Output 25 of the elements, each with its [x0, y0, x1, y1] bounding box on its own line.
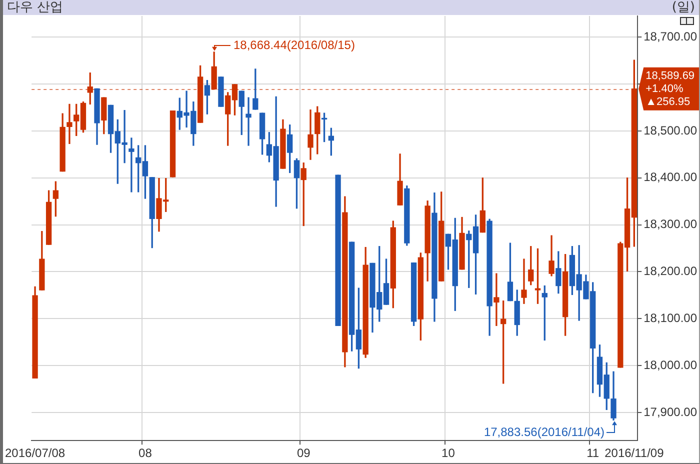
- x-tick-label: 10: [442, 446, 456, 460]
- y-tick-label: 17,900.00: [644, 404, 698, 419]
- candlestick: [246, 97, 252, 146]
- annotation: 18,668.44(2016/08/15): [234, 38, 355, 52]
- x-tick-label: 09: [296, 446, 311, 460]
- ref-line-label: 18,589.69 +1.40% ▲256.95: [646, 70, 695, 108]
- text: (일): [672, 0, 695, 15]
- x-tick-label: 2016/07/08: [5, 446, 66, 460]
- candlestick: [308, 110, 314, 160]
- y-tick-label: 18,400.00: [644, 170, 698, 184]
- y-tick-label: 18,500.00: [644, 123, 698, 138]
- y-tick-label: 18,200.00: [644, 264, 698, 278]
- y-tick-label: 18,700.00: [644, 29, 698, 44]
- annotation: 17,883.56(2016/11/04): [484, 424, 604, 439]
- candlestick: [66, 104, 72, 144]
- y-tick-label: 18,100.00: [644, 310, 698, 325]
- candlestick: [521, 258, 527, 304]
- x-tick-label: 08: [138, 446, 152, 460]
- chart-title: 다우 산업: [7, 0, 64, 15]
- x-tick-label: 2016/11/09: [604, 446, 664, 460]
- x-tick-label: 11: [586, 446, 600, 460]
- candlestick: [494, 273, 500, 326]
- y-tick-label: 18,300.00: [644, 217, 698, 232]
- candlestick: [128, 138, 134, 192]
- y-tick-label: 18,000.00: [644, 358, 698, 372]
